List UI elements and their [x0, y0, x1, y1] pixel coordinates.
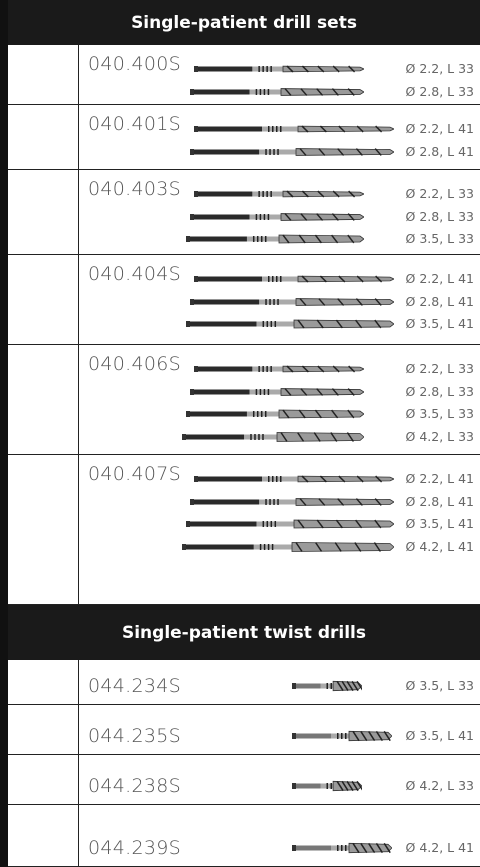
- product-code: 040.400S: [88, 53, 182, 75]
- drill-image: [190, 212, 364, 221]
- left-cell: [8, 105, 79, 170]
- spec-text: Ø 4.2, L 33: [405, 428, 474, 444]
- left-cell: [8, 805, 79, 867]
- product-code: 044.234S: [88, 675, 182, 697]
- product-row: 040.403S Ø 2.2, L 33 Ø 2.8, L 33 Ø 3.5, L 3…: [8, 170, 480, 255]
- spec-text: Ø 2.2, L 41: [405, 271, 474, 286]
- left-cell: [8, 170, 79, 255]
- drill-image: [190, 497, 394, 506]
- product-code: 044.238S: [88, 775, 182, 797]
- spec-text: Ø 2.8, L 33: [405, 383, 474, 399]
- left-cell: [8, 755, 79, 805]
- product-code: 040.404S: [88, 263, 182, 285]
- spec-text: Ø 2.2, L 41: [405, 471, 474, 486]
- drill-image: [292, 842, 392, 854]
- spec-text: Ø 3.5, L 33: [405, 678, 474, 693]
- drill-image: [194, 365, 364, 373]
- left-cell: [8, 660, 79, 705]
- spec-text: Ø 2.2, L 33: [405, 186, 474, 201]
- spec-text: Ø 4.2, L 33: [405, 778, 474, 793]
- drill-image: [182, 431, 364, 442]
- spec-text: Ø 2.2, L 33: [405, 361, 474, 376]
- left-cell: [8, 255, 79, 345]
- drill-image: [186, 234, 364, 244]
- drill-image: [190, 297, 394, 306]
- spec-text: Ø 2.2, L 33: [405, 61, 474, 76]
- spec-text: Ø 3.5, L 41: [405, 316, 474, 331]
- section-header: Single-patient twist drills: [8, 605, 480, 660]
- spec-text: Ø 2.8, L 33: [405, 83, 474, 99]
- spec-text: Ø 2.8, L 33: [405, 208, 474, 224]
- drill-image: [194, 65, 364, 73]
- spec-text: Ø 2.2, L 41: [405, 121, 474, 136]
- left-cell: [8, 705, 79, 755]
- product-row: 040.404S Ø 2.2, L 41 Ø 2.8, L 41 Ø 3.5, L 4…: [8, 255, 480, 345]
- left-cell: [8, 45, 79, 105]
- product-code: 040.406S: [88, 353, 182, 375]
- left-cell: [8, 345, 79, 455]
- drill-image: [292, 730, 392, 742]
- product-row: 044.235S Ø 3.5, L 41: [8, 705, 480, 755]
- drill-image: [292, 780, 362, 792]
- product-row: 040.401S Ø 2.2, L 41 Ø 2.8, L 41: [8, 105, 480, 170]
- drill-image: [194, 190, 364, 198]
- product-code: 044.239S: [88, 837, 182, 859]
- product-row: 044.234S Ø 3.5, L 33: [8, 660, 480, 705]
- product-row: 040.407S Ø 2.2, L 41 Ø 2.8, L 41 Ø 3.5, L 4…: [8, 455, 480, 605]
- product-row: 044.238S Ø 4.2, L 33: [8, 755, 480, 805]
- drill-image: [190, 147, 394, 156]
- drill-image: [190, 387, 364, 396]
- drill-image: [194, 125, 394, 133]
- spec-text: Ø 3.5, L 33: [405, 406, 474, 421]
- product-row: 040.400S Ø 2.2, L 33 Ø 2.8, L 33: [8, 45, 480, 105]
- product-code: 044.235S: [88, 725, 182, 747]
- drill-image: [190, 87, 364, 96]
- spec-text: Ø 3.5, L 41: [405, 728, 474, 743]
- spec-text: Ø 4.2, L 41: [405, 840, 474, 855]
- left-cell: [8, 455, 79, 605]
- drill-image: [182, 541, 394, 552]
- drill-image: [194, 275, 394, 283]
- spec-text: Ø 3.5, L 33: [405, 231, 474, 246]
- drill-image: [194, 475, 394, 483]
- spec-text: Ø 4.2, L 41: [405, 538, 474, 554]
- product-row: 040.406S Ø 2.2, L 33 Ø 2.8, L 33 Ø 3.5, L 3…: [8, 345, 480, 455]
- spec-text: Ø 3.5, L 41: [405, 516, 474, 531]
- drill-image: [186, 519, 394, 529]
- product-row: 044.239S Ø 4.2, L 41: [8, 805, 480, 867]
- spec-text: Ø 2.8, L 41: [405, 493, 474, 509]
- spec-text: Ø 2.8, L 41: [405, 143, 474, 159]
- drill-image: [292, 680, 362, 692]
- spec-text: Ø 2.8, L 41: [405, 293, 474, 309]
- product-code: 040.407S: [88, 463, 182, 485]
- product-code: 040.401S: [88, 113, 182, 135]
- drill-image: [186, 409, 364, 419]
- product-code: 040.403S: [88, 178, 182, 200]
- section-header: Single-patient drill sets: [8, 0, 480, 45]
- drill-image: [186, 319, 394, 329]
